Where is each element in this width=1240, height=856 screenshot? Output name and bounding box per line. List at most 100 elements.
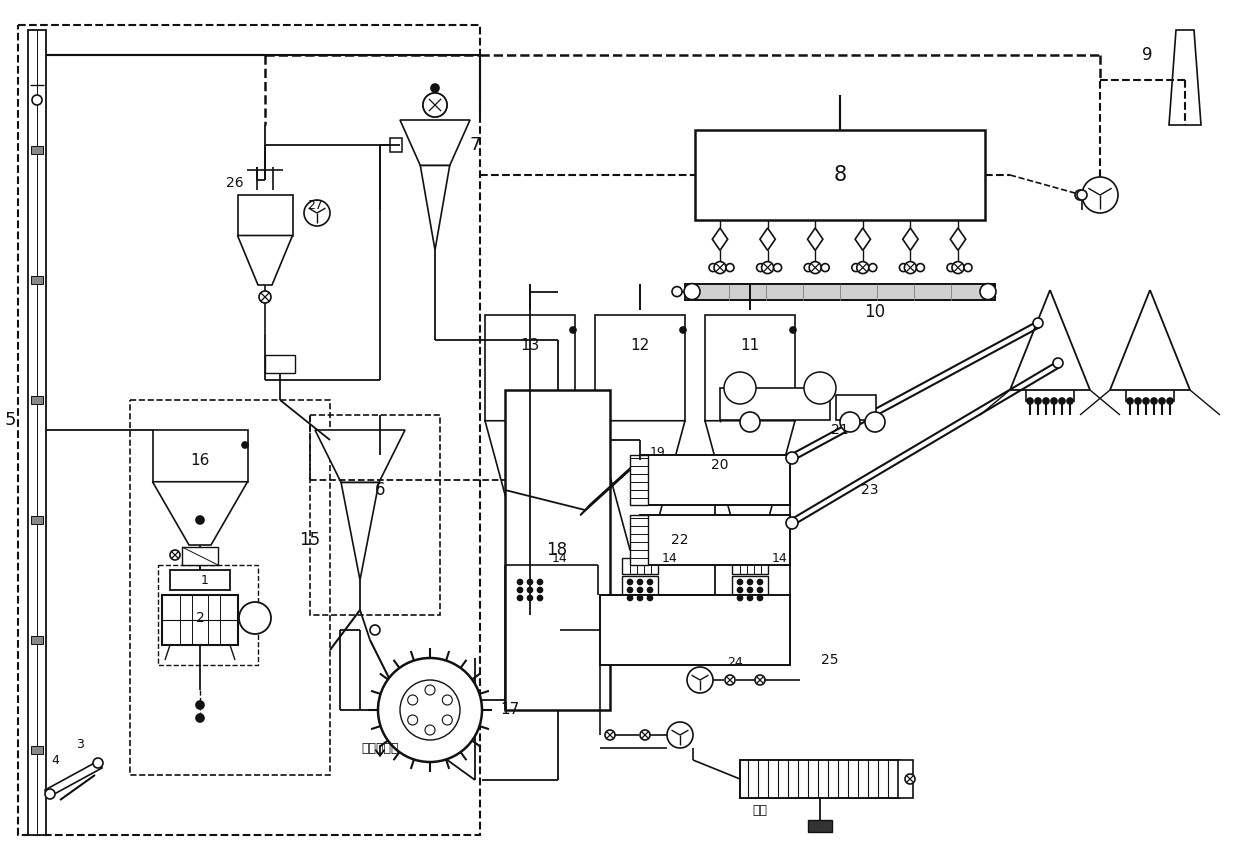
Circle shape: [963, 264, 972, 271]
Circle shape: [1075, 190, 1085, 200]
Circle shape: [1143, 398, 1149, 404]
Text: 废弃混凝土: 废弃混凝土: [361, 741, 399, 754]
Circle shape: [637, 587, 642, 592]
Circle shape: [517, 596, 522, 601]
Circle shape: [443, 695, 453, 705]
Bar: [505, 390, 610, 710]
Text: 16: 16: [190, 453, 210, 467]
Text: 9: 9: [1142, 46, 1152, 64]
Circle shape: [1083, 177, 1118, 213]
Circle shape: [647, 596, 652, 601]
Circle shape: [517, 580, 522, 585]
Polygon shape: [595, 421, 684, 550]
Bar: [595, 315, 684, 421]
Circle shape: [839, 412, 861, 432]
Circle shape: [869, 264, 877, 271]
Circle shape: [425, 725, 435, 735]
Circle shape: [821, 264, 830, 271]
Circle shape: [857, 262, 869, 274]
Circle shape: [725, 264, 734, 271]
Bar: [836, 395, 875, 420]
Bar: [130, 400, 330, 775]
Bar: [31, 276, 43, 284]
Bar: [732, 576, 768, 606]
Circle shape: [537, 587, 543, 592]
Polygon shape: [45, 760, 102, 798]
Circle shape: [423, 93, 446, 117]
Polygon shape: [903, 228, 918, 251]
Circle shape: [1033, 318, 1043, 328]
Text: 15: 15: [299, 531, 321, 549]
Circle shape: [647, 580, 652, 585]
Circle shape: [748, 596, 753, 601]
Circle shape: [170, 550, 180, 560]
Circle shape: [680, 327, 686, 333]
Bar: [31, 636, 43, 644]
Bar: [265, 355, 295, 373]
Text: 27: 27: [308, 199, 322, 211]
Circle shape: [1167, 398, 1173, 404]
Circle shape: [804, 372, 836, 404]
Bar: [157, 565, 258, 665]
Circle shape: [517, 587, 522, 592]
Bar: [512, 576, 548, 606]
Circle shape: [605, 730, 615, 740]
Circle shape: [1135, 398, 1141, 404]
Circle shape: [738, 580, 743, 585]
Circle shape: [786, 452, 799, 464]
Bar: [391, 138, 402, 152]
Bar: [485, 315, 575, 421]
Circle shape: [672, 287, 682, 296]
Circle shape: [259, 291, 272, 303]
Text: 24: 24: [727, 656, 743, 669]
Text: 煅烧: 煅烧: [753, 804, 768, 817]
Text: 17: 17: [501, 703, 520, 717]
Polygon shape: [807, 228, 823, 251]
Bar: [31, 396, 43, 404]
Circle shape: [758, 596, 763, 601]
Bar: [310, 415, 440, 615]
Text: 1: 1: [201, 574, 208, 586]
Text: 7: 7: [469, 136, 481, 154]
Circle shape: [748, 587, 753, 592]
Text: 20: 20: [712, 458, 729, 472]
Circle shape: [196, 701, 205, 709]
Circle shape: [423, 93, 446, 117]
Circle shape: [527, 596, 532, 601]
Text: 4: 4: [51, 753, 60, 766]
Circle shape: [647, 587, 652, 592]
Polygon shape: [1169, 30, 1202, 125]
Text: 23: 23: [862, 483, 879, 497]
Bar: [31, 746, 43, 754]
Bar: [640, 455, 790, 505]
Polygon shape: [341, 483, 379, 580]
Text: 13: 13: [521, 337, 539, 353]
Circle shape: [810, 262, 821, 274]
Bar: [740, 760, 900, 798]
Polygon shape: [856, 228, 870, 251]
Bar: [512, 558, 548, 574]
Bar: [630, 515, 649, 565]
Circle shape: [627, 596, 632, 601]
Text: 21: 21: [831, 423, 849, 437]
Circle shape: [1035, 398, 1042, 404]
Circle shape: [378, 658, 482, 762]
Circle shape: [866, 412, 885, 432]
Text: 12: 12: [630, 337, 650, 353]
Text: 14: 14: [773, 551, 787, 564]
Polygon shape: [153, 482, 248, 545]
Polygon shape: [712, 228, 728, 251]
Circle shape: [790, 327, 796, 333]
Polygon shape: [485, 421, 575, 550]
Text: 6: 6: [374, 481, 386, 499]
Circle shape: [740, 412, 760, 432]
Polygon shape: [315, 430, 405, 483]
Bar: [640, 515, 790, 565]
Circle shape: [527, 580, 532, 585]
Circle shape: [527, 587, 532, 592]
Circle shape: [1043, 398, 1049, 404]
Bar: [238, 195, 293, 235]
Circle shape: [93, 758, 103, 768]
Circle shape: [758, 587, 763, 592]
Circle shape: [570, 327, 577, 333]
